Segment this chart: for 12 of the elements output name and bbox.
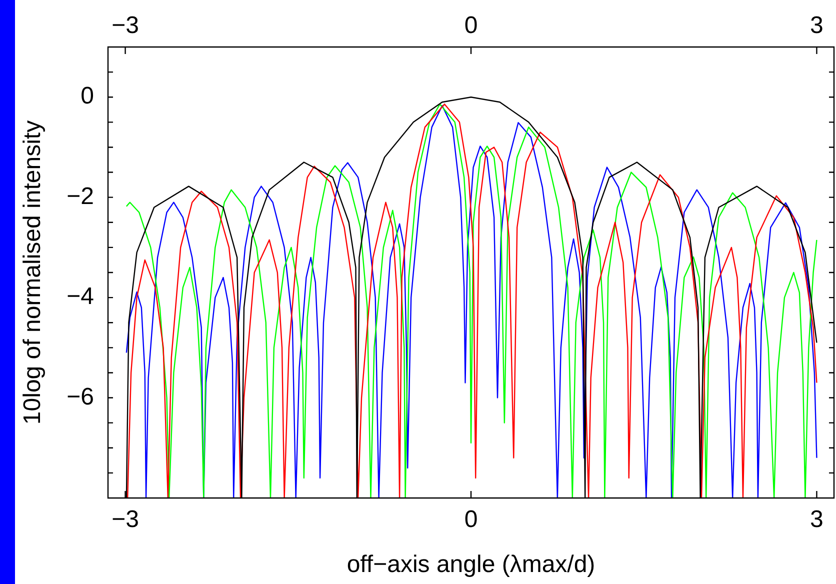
- x2-tick-label: 0: [464, 506, 478, 534]
- x-tick-label: 3: [810, 12, 824, 40]
- y-axis-title: 10log of normalised intensity: [19, 120, 46, 425]
- x-tick-label: −3: [112, 12, 139, 40]
- x-tick-label: 0: [464, 12, 478, 40]
- y-tick-label: 0: [80, 82, 94, 110]
- y-tick-label: −6: [66, 383, 94, 410]
- x2-tick-label: 3: [810, 506, 824, 534]
- y-tick-label: −4: [66, 283, 94, 310]
- x2-tick-label: −3: [112, 506, 139, 534]
- x-axis-title: off−axis angle (λmax/d): [346, 551, 596, 578]
- y-tick-label: −2: [66, 182, 94, 210]
